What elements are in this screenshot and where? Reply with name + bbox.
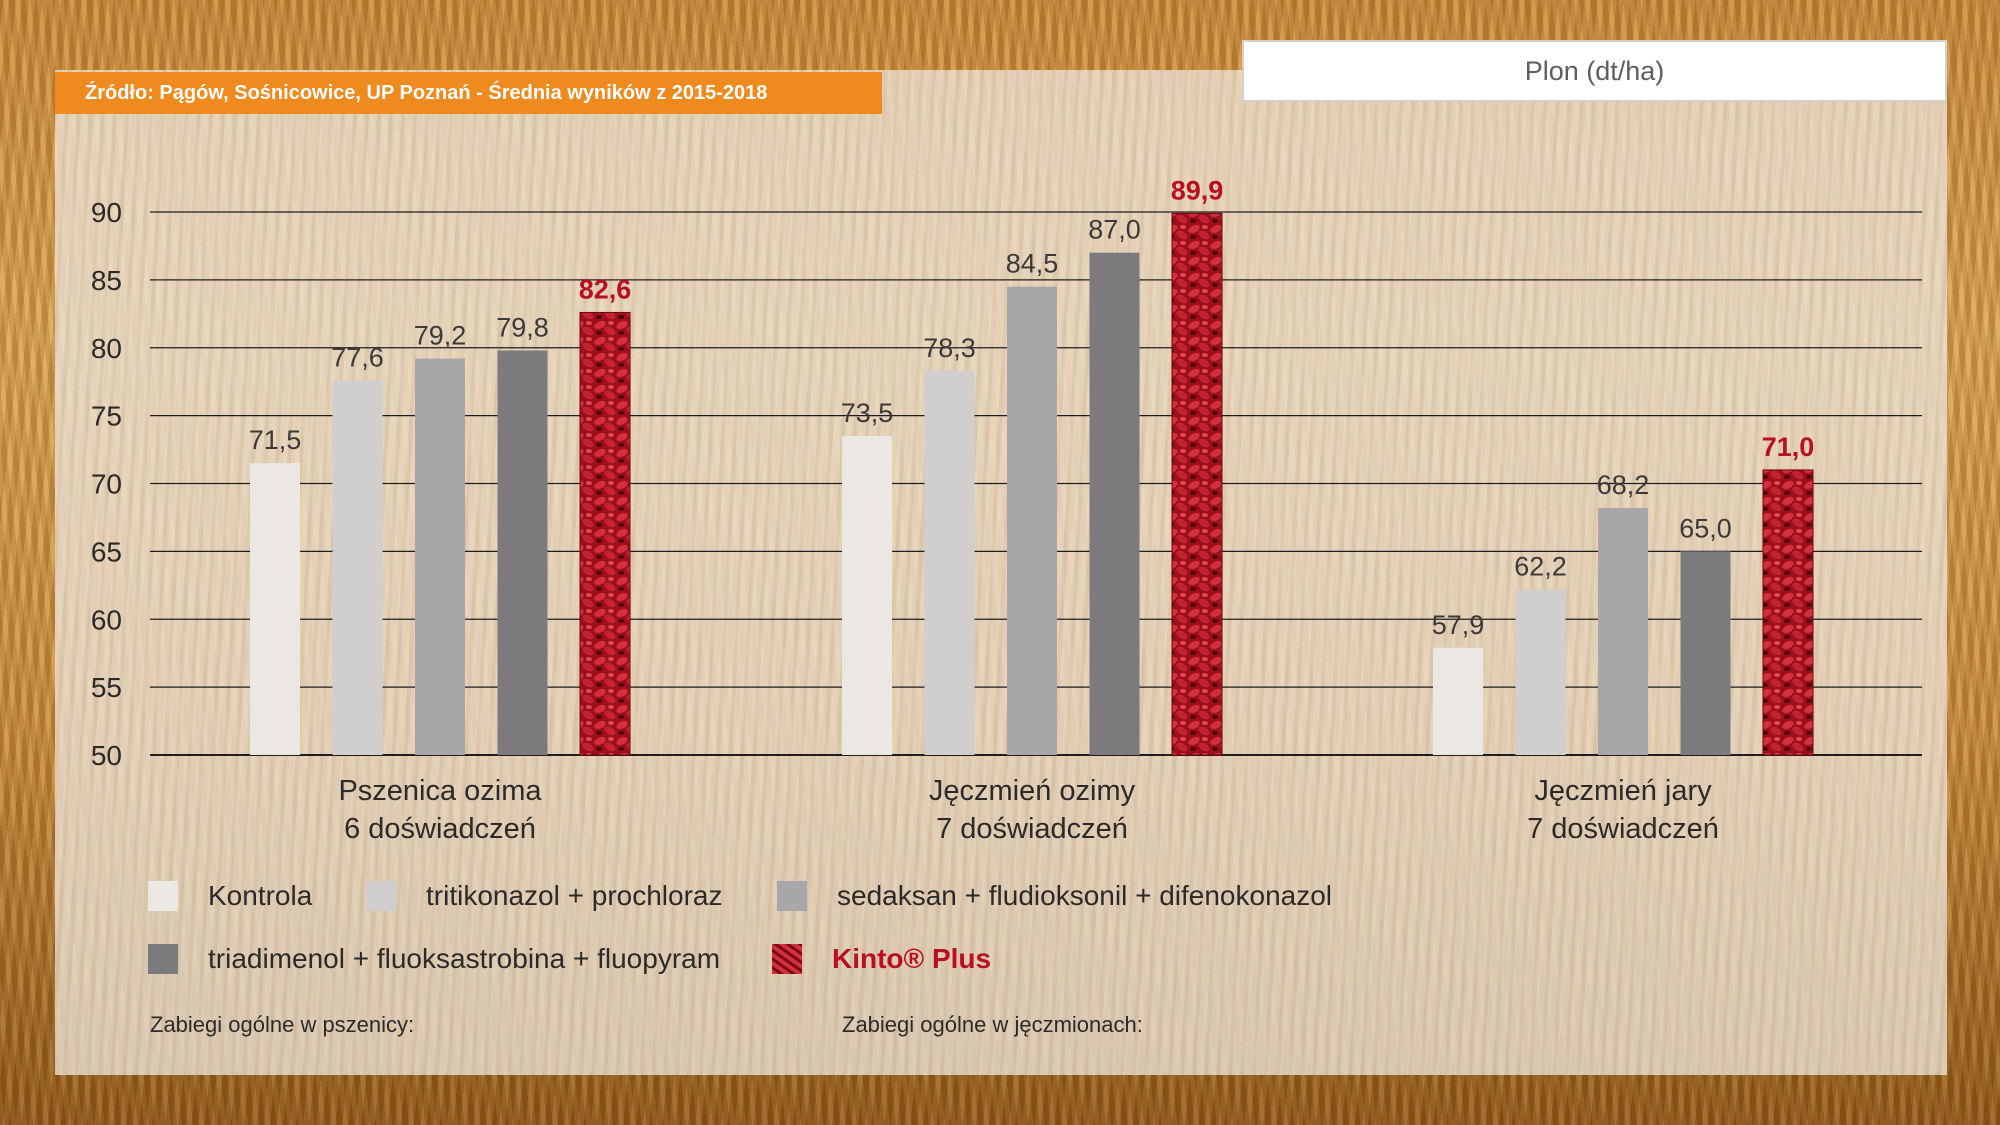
footer-note-barley: Zabiegi ogólne w jęczmionach: — [842, 1012, 1143, 1037]
data-label: 57,9 — [1432, 610, 1485, 640]
category-label: Pszenica ozima — [338, 775, 542, 807]
data-label: 68,2 — [1597, 470, 1650, 500]
data-label: 84,5 — [1006, 249, 1059, 279]
legend-label: Kinto® Plus — [832, 943, 992, 974]
y-tick-label: 75 — [91, 401, 122, 432]
bar — [1515, 589, 1566, 755]
data-label: 78,3 — [923, 333, 976, 363]
legend-label: sedaksan + fludioksonil + difenokonazol — [837, 880, 1333, 911]
metric-title: Plon (dt/ha) — [1242, 40, 1947, 102]
data-label: 71,0 — [1762, 432, 1815, 462]
data-label: 87,0 — [1088, 215, 1141, 245]
legend-item-triadimenol: triadimenol + fluoksastrobina + fluopyra… — [148, 943, 720, 975]
legend-swatch — [148, 881, 178, 911]
legend-swatch — [772, 944, 802, 974]
y-tick-label: 80 — [91, 333, 122, 364]
bar — [1680, 551, 1731, 755]
category-label: 7 doświadczeń — [936, 813, 1128, 845]
source-banner: Źródło: Pągów, Sośnicowice, UP Poznań - … — [55, 72, 882, 114]
bar — [1762, 469, 1814, 756]
data-label: 73,5 — [841, 398, 894, 428]
bar — [1598, 507, 1648, 755]
legend-item-sedaksan: sedaksan + fludioksonil + difenokonazol — [777, 880, 1332, 912]
bar — [1089, 252, 1140, 755]
bar — [924, 370, 975, 755]
y-tick-label: 65 — [91, 536, 122, 567]
data-label: 65,0 — [1679, 513, 1732, 543]
legend-label: Kontrola — [208, 880, 313, 911]
legend-swatch — [366, 881, 396, 911]
data-label: 77,6 — [331, 342, 384, 372]
yield-bar-chart: 50 55 60 65 70 75 80 85 90 71,5 77,6 79,2 79,8 82,6 Ps… — [91, 175, 1922, 845]
legend-item-kinto-plus: Kinto® Plus — [772, 943, 991, 975]
category-label: 6 doświadczeń — [344, 813, 536, 845]
bar — [842, 435, 892, 755]
y-tick-label: 70 — [91, 469, 122, 500]
bar — [1171, 212, 1223, 756]
bar — [579, 311, 631, 756]
bar — [250, 463, 300, 755]
data-label: 71,5 — [249, 425, 302, 455]
legend-swatch — [777, 881, 807, 911]
bar — [497, 350, 548, 755]
legend-label: tritikonazol + prochloraz — [426, 880, 723, 911]
legend-label: triadimenol + fluoksastrobina + fluopyra… — [208, 943, 721, 974]
bar — [1007, 286, 1057, 755]
bar — [332, 380, 383, 755]
data-label: 79,8 — [496, 312, 549, 342]
y-tick-label: 55 — [91, 672, 122, 703]
bar — [415, 358, 465, 755]
y-tick-label: 85 — [91, 265, 122, 296]
data-label: 82,6 — [579, 274, 632, 304]
y-tick-label: 50 — [91, 740, 122, 771]
data-label: 89,9 — [1171, 175, 1224, 205]
legend-swatch — [148, 944, 178, 974]
category-label: Jęczmień ozimy — [929, 775, 1136, 807]
bar — [1433, 647, 1483, 755]
footer-note-wheat: Zabiegi ogólne w pszenicy: — [150, 1012, 415, 1037]
data-label: 62,2 — [1514, 551, 1567, 581]
data-label: 79,2 — [414, 321, 467, 351]
y-tick-label: 60 — [91, 604, 122, 635]
category-label: Jęczmień jary — [1534, 775, 1712, 807]
legend-item-tritikonazol: tritikonazol + prochloraz — [366, 880, 722, 912]
legend-item-kontrola: Kontrola — [148, 880, 312, 912]
y-tick-label: 90 — [91, 197, 122, 228]
category-label: 7 doświadczeń — [1527, 813, 1719, 845]
